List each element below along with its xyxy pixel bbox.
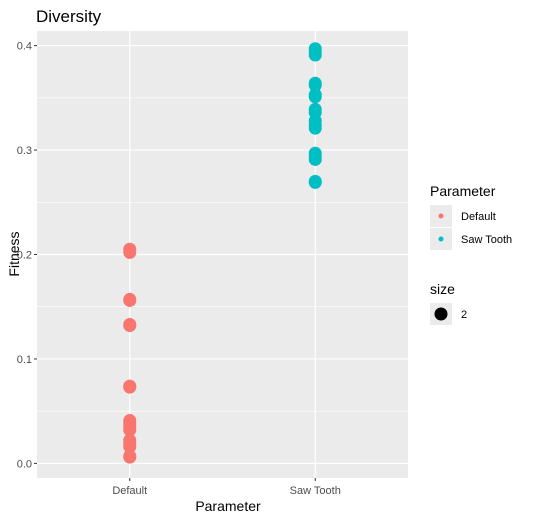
legend-label: Default	[461, 211, 496, 223]
data-point	[308, 121, 322, 135]
data-point	[308, 152, 322, 166]
legend: Parameter size Default Saw Tooth 2	[430, 183, 512, 325]
data-point	[123, 245, 137, 259]
data-point	[308, 78, 322, 92]
legend-size-dot	[434, 307, 448, 321]
legend-colour-title: Parameter	[430, 183, 496, 199]
legend-key-dot	[438, 236, 444, 242]
y-axis-title: Fitness	[6, 231, 22, 276]
legend-size-label: 2	[461, 309, 467, 321]
data-point	[123, 319, 137, 333]
y-tick-label: 0.1	[17, 354, 32, 366]
legend-key-dot	[438, 213, 444, 219]
x-tick-label: Default	[112, 485, 147, 497]
data-point	[308, 90, 322, 104]
data-point	[123, 440, 137, 454]
y-tick-label: 0.3	[17, 145, 32, 157]
legend-label: Saw Tooth	[461, 234, 512, 246]
x-axis-title: Parameter	[195, 498, 261, 514]
data-point	[308, 48, 322, 62]
data-point	[123, 450, 137, 464]
data-point	[123, 423, 137, 437]
y-tick-label: 0.4	[17, 41, 32, 53]
y-tick-label: 0.2	[17, 250, 32, 262]
chart-title: Diversity	[36, 7, 102, 26]
data-point	[308, 175, 322, 189]
data-point	[123, 380, 137, 394]
y-tick-label: 0.0	[17, 458, 32, 470]
data-point	[123, 293, 137, 307]
legend-size-title: size	[430, 281, 455, 297]
x-tick-label: Saw Tooth	[290, 485, 341, 497]
